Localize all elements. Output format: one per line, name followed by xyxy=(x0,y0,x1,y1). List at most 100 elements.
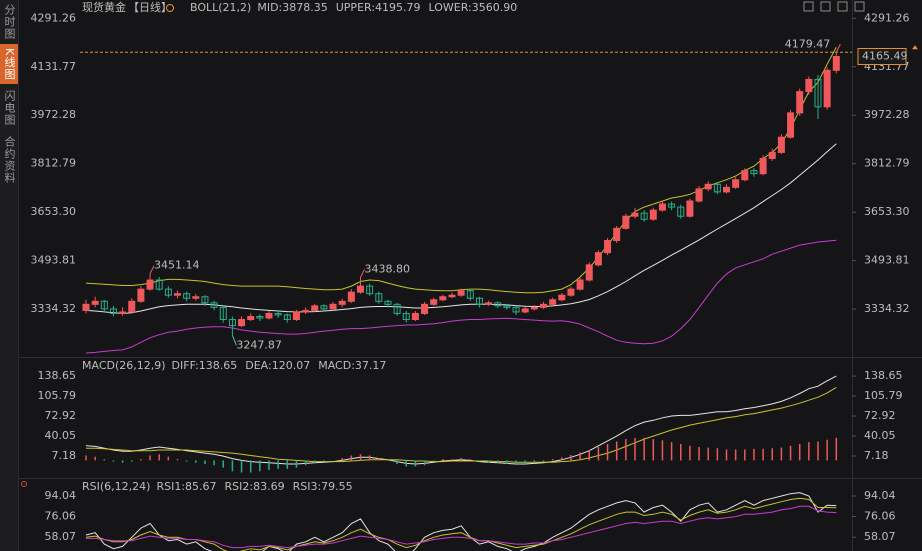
candle-body xyxy=(119,311,127,314)
candle-body xyxy=(439,296,447,301)
legend-item: BOLL(21,2) xyxy=(190,1,251,14)
y-tick-label: 72.92 xyxy=(45,409,77,422)
high-arrow xyxy=(912,45,918,50)
legend-item: MACD:37.17 xyxy=(318,359,386,372)
y-tick-label: 3653.30 xyxy=(864,205,910,218)
annotation: 3247.87 xyxy=(236,338,282,351)
y-tick-label: 3972.28 xyxy=(864,108,910,121)
candle-body xyxy=(622,215,630,229)
candle-body xyxy=(357,285,364,293)
candle-body xyxy=(155,279,163,290)
candle-body xyxy=(576,279,584,290)
annotation: 3438.80 xyxy=(365,262,411,275)
rsi-plot xyxy=(85,492,837,551)
sidebar: 分时图 K线图闪电图合约资料 xyxy=(0,0,19,551)
candle-body xyxy=(658,203,666,211)
candle-body xyxy=(695,188,703,202)
candle-body xyxy=(530,306,538,310)
candle-body xyxy=(421,303,429,314)
legend-item: 现货黄金 xyxy=(82,0,126,14)
candle-body xyxy=(201,296,209,304)
toolbar-icons xyxy=(803,1,865,12)
candle-body xyxy=(521,308,529,313)
icon[interactable] xyxy=(820,1,831,12)
y-tick-label: 7.18 xyxy=(864,449,889,462)
candle-body xyxy=(457,290,465,296)
candle-body xyxy=(567,288,575,296)
icon[interactable] xyxy=(854,1,865,12)
sidebar-tab[interactable]: 闪电图 xyxy=(3,90,16,126)
series-line xyxy=(85,143,837,315)
candle-body xyxy=(82,303,90,311)
candle-body xyxy=(613,227,621,242)
last-price: 4165.49 xyxy=(862,50,908,63)
legend-item: RSI3:79.55 xyxy=(293,480,353,493)
y-tick-label: 94.04 xyxy=(45,489,77,502)
candle-body xyxy=(750,170,758,175)
candle-body xyxy=(283,314,291,321)
series-line xyxy=(85,492,837,551)
candle-body xyxy=(411,312,419,321)
candle-body xyxy=(338,300,346,305)
candle-body xyxy=(741,170,749,181)
y-tick-label: 4131.77 xyxy=(31,60,77,73)
candle-body xyxy=(713,183,721,193)
candle-body xyxy=(274,312,282,316)
sidebar-tab[interactable]: 分时图 xyxy=(3,4,16,40)
candle-body xyxy=(832,56,840,71)
candle-body xyxy=(668,203,676,208)
candle-body xyxy=(686,200,694,217)
candle-body xyxy=(503,305,511,308)
sidebar-tab[interactable]: 合约资料 xyxy=(3,136,16,184)
candle-body xyxy=(128,300,136,313)
last-price-box xyxy=(857,48,907,66)
legend-item: RSI(6,12,24) xyxy=(82,480,150,493)
candle-body xyxy=(723,186,730,193)
candle-body xyxy=(777,136,785,153)
candle-body xyxy=(787,112,795,138)
y-tick-label: 3812.79 xyxy=(864,157,910,170)
legend-item: MID:3878.35 xyxy=(257,1,327,14)
candle-body xyxy=(677,206,685,217)
rsi-icon xyxy=(21,481,27,487)
annotation: 4179.47 xyxy=(785,37,831,50)
candle-body xyxy=(238,319,246,327)
series-line xyxy=(85,239,837,354)
candle-body xyxy=(228,319,236,327)
y-tick-label: 3972.28 xyxy=(31,108,77,121)
sidebar-tab[interactable]: K线图 xyxy=(0,44,18,84)
candle-body xyxy=(302,309,310,313)
y-tick-label: 3493.81 xyxy=(31,254,77,267)
y-tick-label: 72.92 xyxy=(864,409,896,422)
candle-body xyxy=(366,285,374,295)
candle-body xyxy=(732,179,740,188)
candle-body xyxy=(549,299,557,305)
y-tick-label: 4291.26 xyxy=(864,11,910,24)
period-icon xyxy=(166,4,174,12)
candle-body xyxy=(512,306,520,313)
legend-item: MACD(26,12,9) xyxy=(82,359,166,372)
annotation: 3451.14 xyxy=(154,259,200,272)
candle-body xyxy=(311,305,319,311)
icon[interactable] xyxy=(803,1,814,12)
candle-body xyxy=(393,303,401,314)
main-plot xyxy=(82,47,840,354)
macd-plot xyxy=(85,375,838,473)
candle-body xyxy=(430,299,438,305)
y-tick-label: 3493.81 xyxy=(864,254,910,267)
candle-body xyxy=(448,294,456,298)
y-tick-label: 105.79 xyxy=(864,389,903,402)
y-tick-label: 40.05 xyxy=(45,429,77,442)
candle-body xyxy=(585,264,593,281)
series-line xyxy=(85,497,837,551)
y-tick-label: 76.06 xyxy=(45,510,77,523)
candle-body xyxy=(164,288,172,296)
icon[interactable] xyxy=(837,1,848,12)
y-tick-label: 4291.26 xyxy=(31,11,77,24)
y-tick-label: 58.07 xyxy=(864,530,896,543)
candle-body xyxy=(704,183,712,190)
y-tick-label: 76.06 xyxy=(864,510,896,523)
candle-body xyxy=(494,302,502,307)
annotation-leader xyxy=(149,265,155,274)
